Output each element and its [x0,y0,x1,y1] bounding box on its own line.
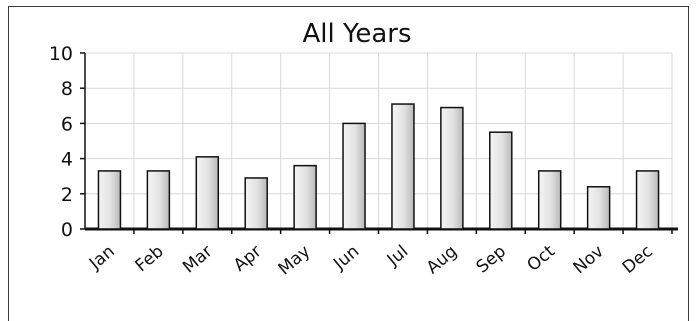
x-tick-label: Sep [473,242,510,278]
grid-lines [85,52,673,229]
bar-dec [635,170,660,230]
y-tick-label: 10 [49,43,73,65]
bar-aug [440,106,464,230]
bar-jun [342,122,366,230]
bar-sep [489,131,513,230]
bars [97,103,660,230]
bar-jul [391,103,415,230]
y-tick-labels: 0 2 4 6 8 10 [49,43,73,241]
y-tick-label: 6 [61,113,73,135]
x-tick-label: Jan [85,242,119,275]
x-tick-label: Oct [524,241,560,275]
x-tick-label: Mar [179,242,216,278]
y-tick-label: 4 [61,149,73,171]
y-tick-label: 0 [61,219,73,241]
x-tick-label: May [275,242,315,280]
x-tick-label: Feb [132,242,168,277]
axes [80,52,678,234]
x-tick-label: Apr [230,242,265,276]
x-tick-labels: Jan Feb Mar Apr May Jun Jul Aug Sep Oct Nov Dec [85,241,657,279]
bar-mar [195,156,220,230]
bar-feb [146,170,171,230]
y-tick-label: 2 [61,184,73,206]
x-tick-label: Jun [329,242,363,275]
bar-may [293,164,317,230]
bar-apr [244,177,268,230]
x-tick-label: Aug [423,242,461,279]
y-tick-label: 8 [61,78,73,100]
bar-oct [537,170,562,230]
x-tick-label: Nov [570,242,608,279]
bar-nov [586,186,611,230]
x-tick-label: Dec [619,242,657,278]
x-tick-label: Jul [383,242,412,271]
chart-title: All Years [302,19,411,49]
bar-jan [97,170,122,230]
